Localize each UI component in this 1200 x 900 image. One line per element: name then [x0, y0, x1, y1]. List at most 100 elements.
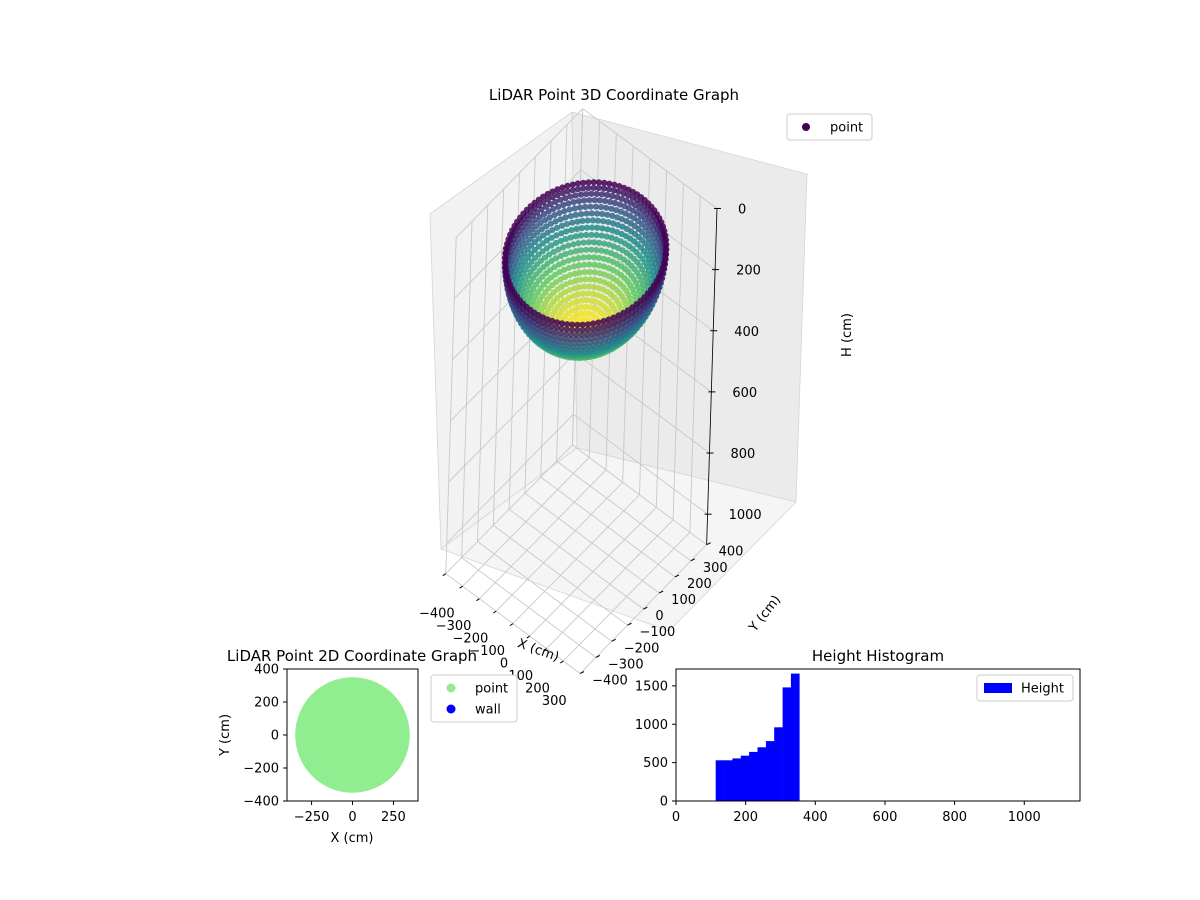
bowl-point — [571, 205, 578, 212]
ticks-hist: 0 200 400 600 800 1000 0 500 1000 1500 — [635, 679, 1041, 825]
bowl-point — [595, 254, 602, 261]
bowl-point — [594, 224, 601, 231]
bowl-point — [610, 319, 617, 326]
bowl-point — [537, 219, 544, 227]
bowl-point — [543, 223, 550, 230]
bowl-point — [592, 203, 600, 210]
bowl-point — [615, 312, 622, 319]
x-tick-label: −100 — [469, 644, 505, 659]
bowl-point — [552, 239, 560, 247]
bowl-point — [578, 331, 585, 338]
bowl-point — [561, 208, 568, 215]
bowl-point — [567, 213, 574, 220]
bowl-point — [568, 227, 575, 234]
grid-floor-y — [556, 460, 692, 562]
bowl-point — [594, 329, 601, 336]
bowl-point — [560, 259, 567, 266]
legend-marker-wall — [446, 704, 456, 714]
chart-2d: LiDAR Point 2D Coordinate Graph −250 0 250… — [218, 647, 518, 846]
bowl-point — [583, 224, 591, 231]
bowl-point — [547, 220, 555, 227]
bowl-point — [585, 184, 592, 192]
bowl-point — [583, 231, 590, 239]
bowl-point — [547, 201, 554, 208]
bowl-point — [589, 217, 597, 224]
bowl-point — [548, 327, 555, 334]
z-tick-label: 200 — [736, 264, 761, 279]
bowl-point — [620, 309, 627, 317]
bowl-point — [560, 244, 567, 251]
bowl-point — [557, 196, 564, 203]
grid-wall-h — [455, 108, 584, 238]
bowl-point — [564, 188, 571, 195]
bowl-point — [544, 196, 551, 203]
bowl-point — [601, 240, 608, 247]
bowl-point — [608, 234, 615, 241]
bowl-point — [557, 330, 565, 337]
bowl-point — [662, 255, 669, 262]
bowl-point — [565, 242, 572, 249]
bowl-point — [578, 232, 585, 239]
bowl-point — [501, 254, 509, 261]
bowl-point — [578, 211, 585, 218]
bowl-point — [562, 274, 569, 281]
bowl-point — [546, 214, 553, 221]
bowl-point — [548, 242, 555, 249]
bowl-point — [596, 239, 603, 246]
grid-floor-y — [524, 492, 660, 594]
y-tick-label: 400 — [254, 663, 279, 678]
bowl-point — [589, 330, 596, 337]
bowl-point — [595, 184, 602, 192]
bowl-point — [545, 208, 552, 215]
bowl-point — [576, 262, 583, 269]
grid-floor-y — [540, 476, 676, 578]
bowl-point — [561, 266, 568, 273]
y-tick-mark — [658, 590, 664, 594]
bowl-point — [562, 195, 569, 202]
bowl-point — [570, 199, 577, 206]
grid-floor-y — [508, 508, 644, 610]
histogram-bar — [724, 760, 733, 801]
bowl-point — [570, 241, 577, 248]
bowl-point — [613, 207, 620, 214]
bowl-point — [557, 216, 564, 223]
bowl-point — [549, 188, 556, 195]
bowl-point — [584, 217, 591, 224]
bowl-point — [563, 326, 571, 333]
histogram-bar — [732, 758, 742, 801]
bowl-point — [590, 254, 597, 261]
bowl-point — [610, 314, 617, 321]
bowl-point — [502, 250, 509, 257]
bowl-point — [601, 197, 609, 205]
bowl-point — [600, 318, 607, 325]
grid-wall-h — [573, 413, 708, 515]
chart-3d-title: LiDAR Point 3D Coordinate Graph — [489, 86, 739, 104]
x-tick-mark — [509, 623, 514, 627]
bowl-point — [576, 269, 583, 276]
histogram-bar — [715, 760, 725, 801]
bowl-point — [571, 285, 578, 292]
x-tick-label: 1000 — [1008, 810, 1041, 825]
grid-floor-y — [493, 525, 628, 626]
z-tick-label: 1000 — [729, 508, 762, 523]
bowl-point — [557, 252, 565, 259]
bowl-point — [662, 232, 669, 239]
bowl-point — [558, 325, 565, 332]
bowl-point — [575, 291, 582, 298]
bowl-point — [586, 197, 593, 204]
x-tick-label: 400 — [803, 810, 828, 825]
bowl-point — [562, 214, 569, 221]
chart-3d-legend: point — [786, 113, 873, 141]
bowl-points — [501, 179, 670, 362]
bowl-point — [564, 321, 571, 328]
grid-wall-y — [445, 237, 457, 574]
bowl-point — [624, 307, 632, 314]
bowl-point — [598, 333, 605, 340]
legend-label-wall: wall — [475, 703, 501, 718]
bowl-point — [615, 188, 623, 195]
grid-wall-h — [582, 108, 718, 209]
bowl-point — [604, 191, 611, 199]
grid-floor-y — [461, 557, 597, 658]
bowl-point — [575, 198, 583, 205]
